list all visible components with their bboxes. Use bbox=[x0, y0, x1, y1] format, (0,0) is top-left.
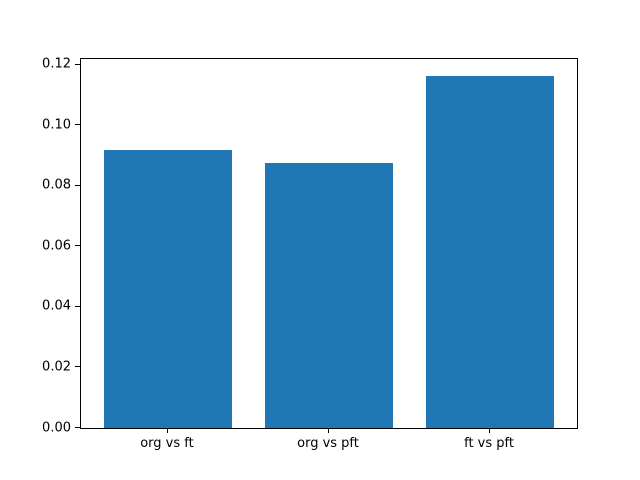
y-tick-label: 0.04 bbox=[42, 298, 71, 314]
plot-area bbox=[80, 58, 578, 429]
y-tick-mark bbox=[75, 366, 80, 368]
x-tick-mark bbox=[328, 428, 329, 433]
y-tick-mark bbox=[75, 245, 80, 247]
x-tick-label: ft vs pft bbox=[464, 436, 514, 451]
bar-org-vs-pft bbox=[264, 163, 394, 428]
y-tick-label: 0.10 bbox=[42, 117, 71, 133]
x-tick-mark bbox=[489, 428, 491, 433]
y-tick-mark bbox=[75, 184, 80, 186]
x-tick-mark bbox=[166, 428, 168, 433]
y-tick-label: 0.00 bbox=[42, 420, 71, 435]
y-tick-label: 0.02 bbox=[42, 359, 71, 375]
y-tick-mark bbox=[75, 124, 80, 126]
x-tick-label: org vs pft bbox=[297, 436, 359, 451]
y-tick-label: 0.06 bbox=[42, 238, 71, 254]
x-tick-label: org vs ft bbox=[140, 436, 194, 451]
y-tick-label: 0.12 bbox=[42, 56, 71, 72]
y-tick-mark bbox=[75, 63, 80, 65]
bars-layer bbox=[81, 59, 577, 428]
bar-org-vs-ft bbox=[103, 150, 233, 428]
bar-ft-vs-pft bbox=[425, 76, 555, 428]
y-tick-mark bbox=[75, 427, 80, 428]
y-tick-mark bbox=[75, 305, 80, 307]
y-tick-label: 0.08 bbox=[42, 177, 71, 193]
